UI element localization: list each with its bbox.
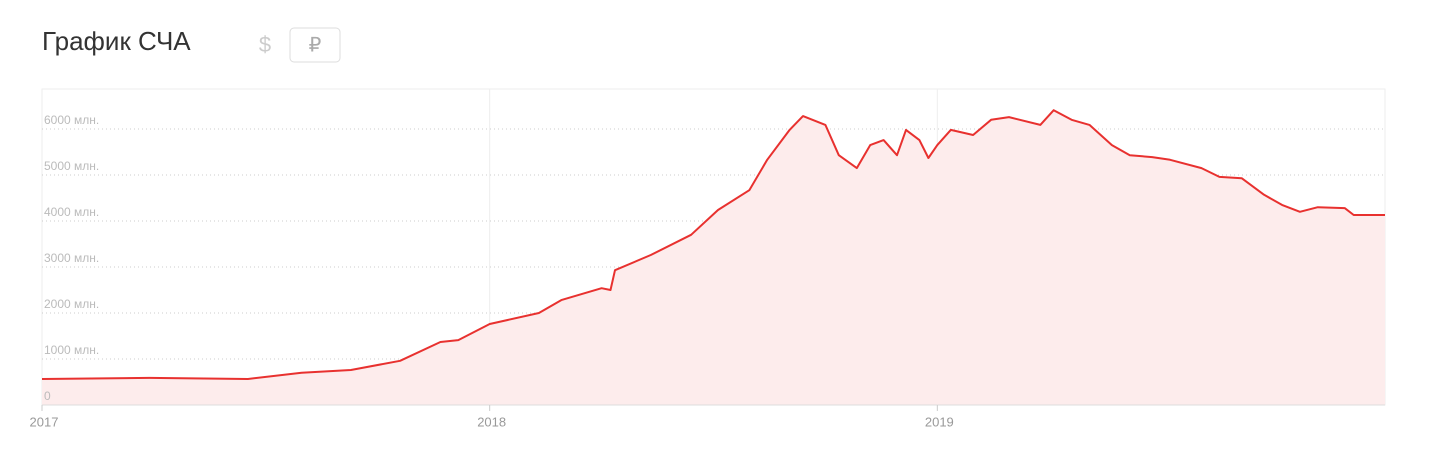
y-tick-label: 0 [44,389,51,403]
y-tick-label: 1000 млн. [44,343,99,357]
currency-rub[interactable]: ₽ [309,34,322,56]
currency-rub-button[interactable] [289,27,341,63]
y-tick-label: 2000 млн. [44,297,99,311]
line [41,109,1385,380]
y-tick-label: 3000 млн. [44,251,99,265]
y-tick-label: 6000 млн. [44,113,99,127]
y-tick-label: 5000 млн. [44,159,99,173]
x-tick-label: 2019 [925,414,954,429]
x-tick-label: 2018 [477,414,506,429]
x-tick-label: 2017 [30,414,59,429]
y-tick-label: 4000 млн. [44,205,99,219]
area [42,110,1385,405]
chart-title: График СЧА [42,26,191,56]
currency-usd[interactable]: $ [259,32,271,57]
